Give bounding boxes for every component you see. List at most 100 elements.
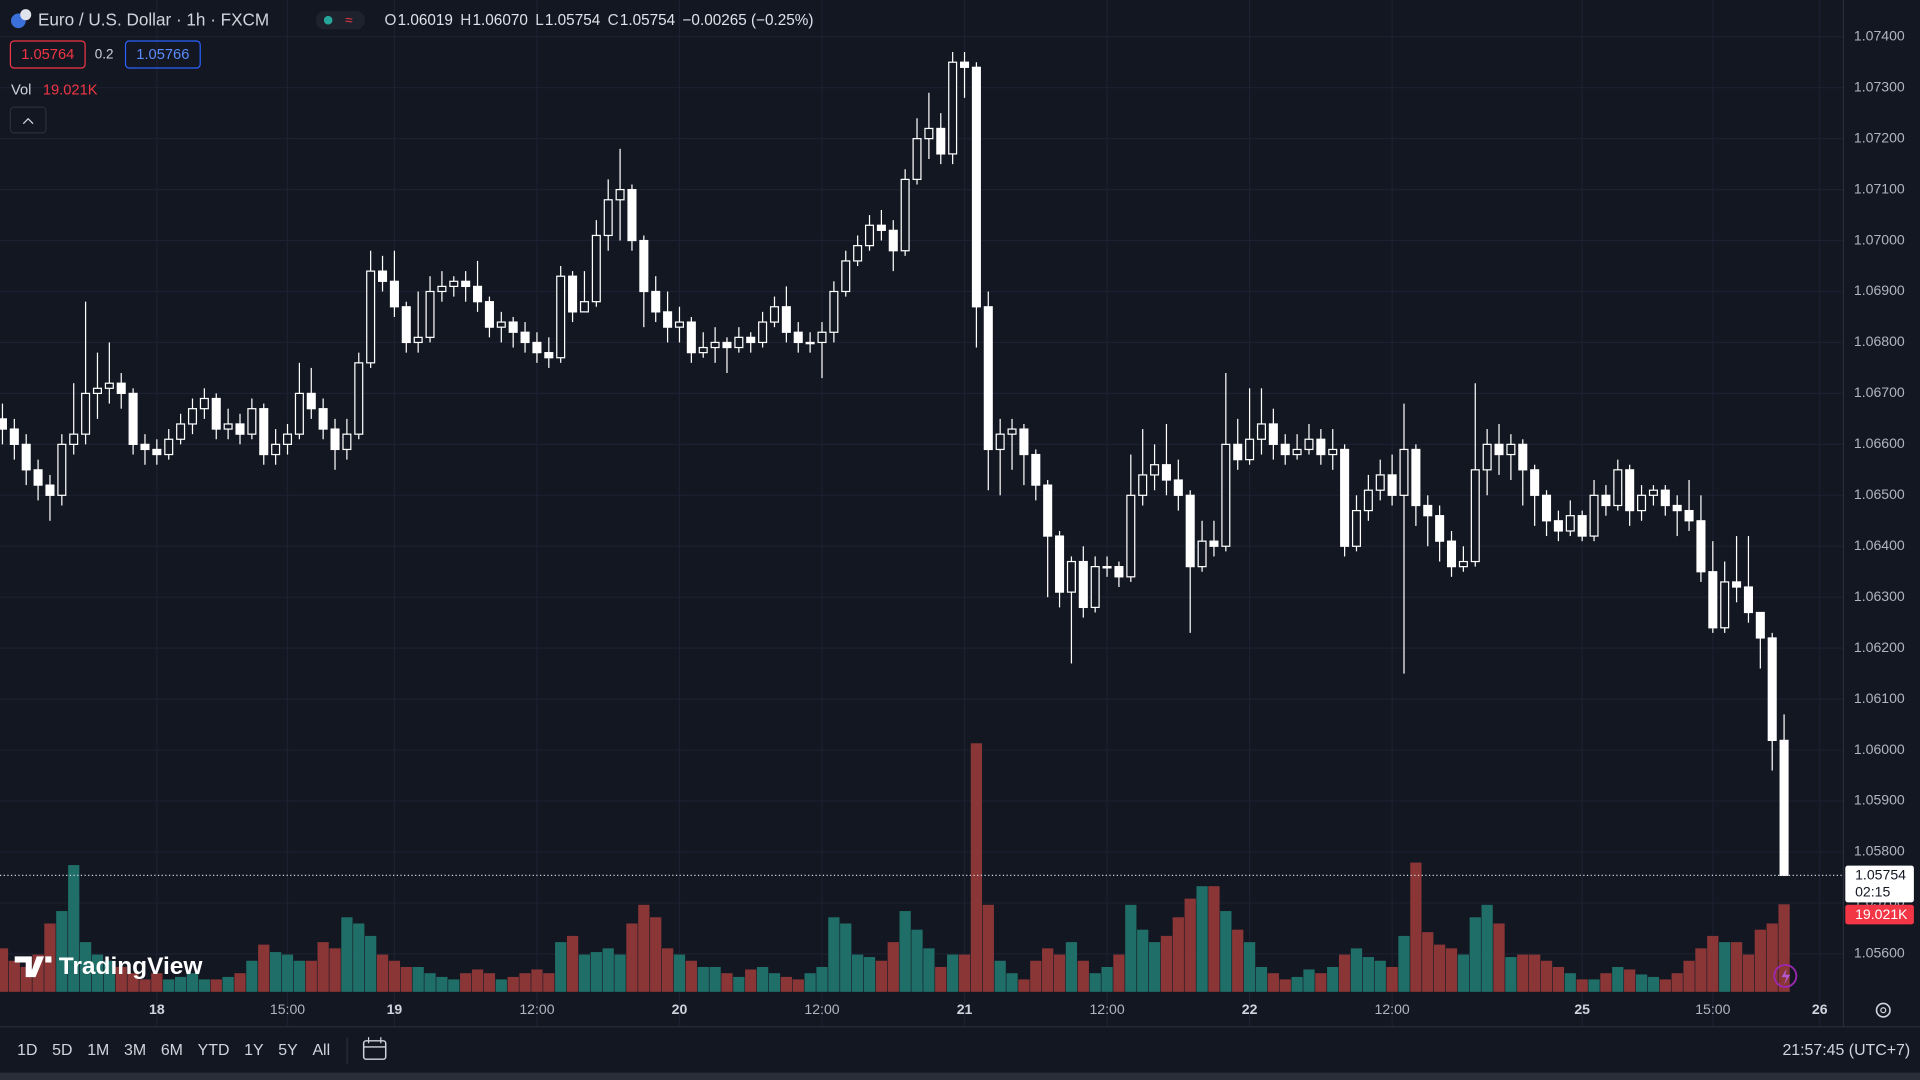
volume-bars (0, 743, 1790, 992)
candle-body (1446, 540, 1457, 568)
collapse-button[interactable] (9, 106, 47, 134)
volume-bar (721, 973, 733, 992)
candle-body (1304, 438, 1314, 451)
date-range-button[interactable] (362, 1037, 387, 1060)
volume-bar (958, 954, 971, 992)
symbol-title[interactable]: Euro / U.S. Dollar · 1h · FXCM (38, 9, 269, 29)
candle-body (1625, 469, 1635, 512)
volume-bar (1006, 973, 1018, 992)
range-button[interactable]: 3M (124, 1042, 146, 1059)
candle-body (556, 275, 566, 359)
volume-bar (163, 979, 175, 992)
candle-body (1732, 581, 1742, 588)
volume-bar (1410, 862, 1422, 992)
y-tick-label: 1.06300 (1854, 588, 1905, 604)
candle-body (1375, 474, 1385, 491)
candle-body (864, 224, 875, 247)
candle-body (971, 66, 981, 308)
range-button[interactable]: All (312, 1042, 330, 1059)
volume-bar (828, 917, 840, 992)
volume-bar (1030, 960, 1042, 992)
volume-bar (1172, 917, 1184, 992)
candle-body (389, 280, 399, 308)
candle-body (698, 346, 708, 354)
candle-body (1482, 443, 1492, 471)
volume-bar (1148, 942, 1161, 992)
settings-button[interactable] (1875, 1002, 1891, 1018)
volume-bar (329, 948, 341, 992)
clock: 21:57:45 (UTC+7) (1782, 1042, 1910, 1059)
candle-body (1209, 540, 1219, 547)
bid-box[interactable] (9, 40, 86, 69)
range-button[interactable]: 1Y (244, 1042, 264, 1059)
candle-body (936, 127, 946, 155)
range-button[interactable]: 1M (87, 1042, 109, 1059)
volume-bar (32, 954, 44, 992)
candle-body (140, 443, 150, 451)
x-tick-label: 12:00 (1375, 1001, 1410, 1017)
x-tick-label: 19 (387, 1001, 403, 1017)
volume-bar (1457, 954, 1470, 992)
volume-bar (566, 935, 579, 992)
volume-bar (602, 948, 614, 992)
candle-body (1280, 443, 1290, 456)
candle-body (330, 428, 340, 451)
candle-body (1078, 560, 1088, 609)
volume-bar (186, 973, 199, 992)
candle-body (639, 239, 649, 293)
lightning-button[interactable] (1773, 963, 1798, 988)
ask-box[interactable] (124, 40, 201, 69)
volume-bar (151, 973, 163, 992)
time-axis: 18 15:00 19 12:00 20 12:00 21 12:00 22 12:00 25 15:… (149, 1001, 1828, 1017)
range-button[interactable]: 6M (161, 1042, 183, 1059)
x-tick-label: 20 (672, 1001, 688, 1017)
candle-body (983, 306, 993, 451)
volume-bar (222, 976, 234, 992)
candle-body (853, 245, 863, 262)
ohlc-value: 1.05754 (620, 12, 676, 29)
candle-body (1779, 739, 1789, 877)
candle-body (1102, 566, 1112, 569)
ohlc-key: H (460, 12, 471, 29)
candle-body (1055, 535, 1065, 593)
candle-body (413, 336, 423, 344)
candle-body (1387, 474, 1397, 496)
volume-bar (543, 973, 555, 992)
candle-body (259, 408, 269, 456)
candle-body (876, 224, 886, 231)
market-status[interactable] (315, 11, 365, 30)
ohlc-value: 1.06019 (398, 12, 453, 29)
volume-bar (768, 973, 781, 992)
candle-body (948, 61, 958, 155)
volume-bar (923, 948, 935, 992)
range-button[interactable]: 5D (52, 1042, 72, 1059)
candle-body (1090, 566, 1100, 609)
candle-body (924, 127, 934, 140)
volume-bar (1196, 886, 1208, 992)
y-tick-label: 1.06100 (1854, 690, 1905, 706)
candle-body (769, 306, 780, 323)
volume-bar (460, 973, 472, 992)
volume-bar (1113, 954, 1125, 992)
candle-body (1161, 464, 1171, 481)
range-button[interactable]: YTD (198, 1042, 230, 1059)
volume-bar (899, 911, 911, 992)
volume-bar (412, 966, 424, 992)
volume-bar (1398, 935, 1410, 992)
volume-bar (1588, 979, 1600, 992)
candle-body (603, 199, 613, 237)
volume-bar (840, 923, 852, 992)
volume-bar (210, 979, 222, 992)
range-button[interactable]: 5Y (278, 1042, 298, 1059)
range-button[interactable]: 1D (17, 1042, 37, 1059)
volume-bar (305, 960, 317, 992)
candle-body (33, 469, 43, 486)
candle-body (1399, 448, 1409, 496)
x-tick-label: 22 (1242, 1001, 1258, 1017)
candle-body (306, 392, 316, 410)
candle-body (1340, 448, 1350, 547)
candle-body (758, 321, 768, 344)
x-tick-label: 18 (149, 1001, 165, 1017)
candle-body (520, 331, 530, 344)
